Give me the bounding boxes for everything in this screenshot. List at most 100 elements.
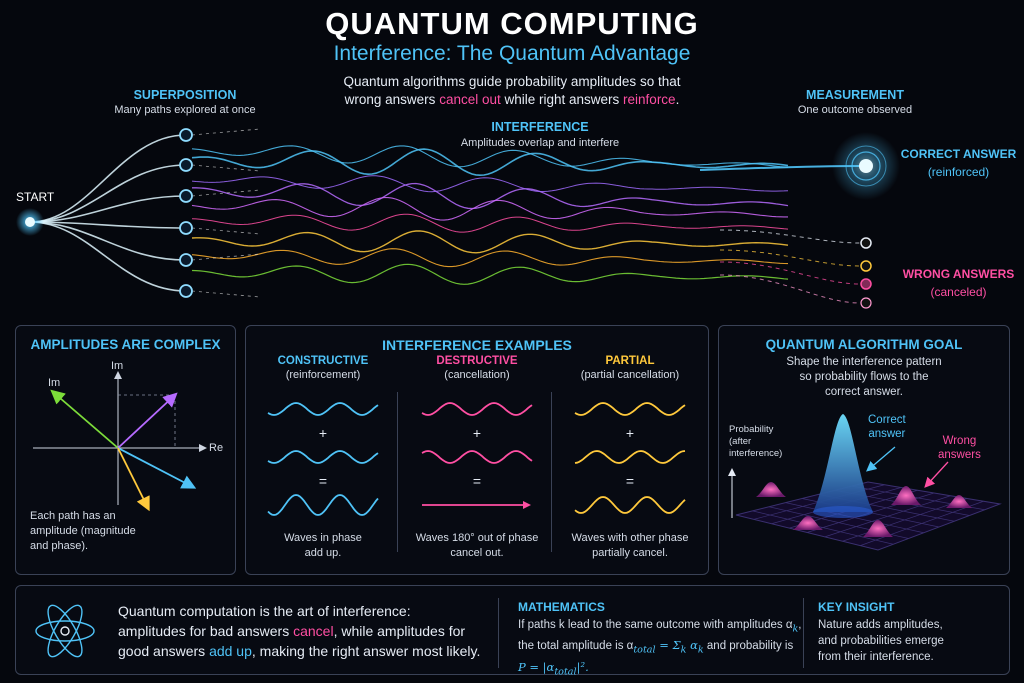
example-caption: partially cancel. — [592, 547, 668, 559]
wave-line — [421, 402, 533, 416]
interference-subtitle: Amplitudes overlap and interfere — [460, 137, 620, 149]
algorithm-goal-title: QUANTUM ALGORITHM GOAL — [765, 337, 963, 352]
grid-line — [860, 500, 984, 546]
correct-answer-node — [832, 132, 900, 200]
start-label: START — [16, 190, 55, 204]
key-insight-title: KEY INSIGHT — [818, 600, 895, 614]
algorithm-goal-description: Shape the interference pattern so probab… — [718, 355, 1010, 400]
arrow-head — [523, 501, 531, 509]
input-wave-2 — [267, 450, 379, 464]
amplitude-vector-purple — [117, 392, 178, 449]
plus-sign: + — [318, 425, 328, 441]
correct-answer-ring — [845, 145, 887, 187]
im-axis-label-top: Im — [111, 360, 124, 372]
correct-answer-peak — [813, 414, 873, 512]
mathematics-text: If paths k lead to the same outcome with… — [518, 617, 802, 680]
quote-part: , while amplitudes for — [333, 623, 466, 639]
label-line: (after — [729, 436, 752, 447]
math-line: If paths k lead to the same outcome with… — [518, 619, 802, 635]
superposition-node — [179, 284, 193, 298]
superposition-node — [179, 189, 193, 203]
intro-text: Quantum algorithms guide probability amp… — [300, 73, 724, 109]
amplitude-vector-blue — [117, 447, 197, 489]
result-wave — [267, 494, 379, 516]
math-subscript: k — [792, 623, 799, 635]
grid-line — [824, 495, 951, 538]
wave-line — [421, 450, 533, 464]
column-divider — [551, 392, 552, 552]
im-axis-label-left: Im — [48, 377, 61, 389]
desc-line: Shape the interference pattern — [786, 356, 942, 368]
quote-part: , making the right answer most likely. — [251, 643, 481, 659]
quote-line: Quantum computation is the art of interf… — [118, 603, 411, 619]
desc-line: correct answer. — [825, 386, 903, 398]
wrong-answer-bump — [891, 486, 921, 505]
correct-answer-arrow — [866, 446, 896, 472]
insight-line: from their interference. — [818, 651, 934, 663]
superposition-node — [179, 253, 193, 267]
amplitudes-title: AMPLITUDES ARE COMPLEX — [30, 337, 221, 352]
interference-wave — [191, 197, 788, 221]
interference-wave — [192, 182, 789, 210]
cancel-highlight: cancel — [293, 623, 334, 639]
interference-wave — [191, 145, 789, 169]
wrong-answer-bump — [863, 520, 893, 537]
superposition-node — [179, 128, 193, 142]
intro-text-part: . — [675, 92, 680, 107]
intro-text-part: while right answers — [500, 92, 624, 107]
wrong-answer-node — [860, 260, 872, 272]
math-line: P = |αtotal|². — [518, 659, 802, 680]
math-subscript: total — [554, 665, 577, 677]
caption-line: and phase). — [30, 540, 89, 552]
page-title: QUANTUM COMPUTING — [325, 6, 699, 41]
math-subscript: k — [697, 644, 704, 656]
label-line: answer — [868, 428, 906, 440]
atom-nucleus — [60, 626, 70, 636]
wave-line — [267, 494, 379, 516]
wrong-answer-bump — [793, 516, 823, 530]
label-line: Correct — [868, 414, 906, 426]
superposition-connector — [191, 253, 261, 261]
footer-quote: Quantum computation is the art of interf… — [118, 601, 480, 661]
wrong-answer-dashed-path — [719, 229, 861, 244]
correct-answer-subtitle: (reinforced) — [927, 165, 990, 179]
insight-line: Nature adds amplitudes, — [818, 619, 943, 631]
measurement-subtitle: One outcome observed — [797, 104, 913, 116]
wrong-answer-node — [860, 278, 872, 290]
correct-answer-ring — [851, 151, 881, 181]
interference-title: INTERFERENCE — [491, 120, 589, 134]
quote-line: amplitudes for bad answers cancel, while… — [118, 621, 480, 641]
peak-base — [813, 506, 873, 518]
label-line: Probability — [729, 424, 774, 435]
superposition-connector — [191, 189, 261, 197]
footer-panel — [15, 585, 1010, 675]
superposition-path — [29, 134, 187, 223]
superposition-connector — [191, 128, 261, 136]
superposition-path — [29, 195, 187, 223]
input-wave-1 — [574, 402, 686, 416]
interference-wave — [191, 263, 789, 285]
wrong-answer-dashed-path — [719, 261, 861, 285]
superposition-node — [179, 221, 193, 235]
column-divider — [397, 392, 398, 552]
reinforce-highlight: reinforce — [623, 92, 676, 107]
superposition-path — [29, 221, 187, 261]
amplitudes-caption: Each path has an amplitude (magnitude an… — [30, 509, 136, 554]
wave-line — [574, 450, 686, 464]
equals-sign: = — [318, 473, 328, 489]
plus-sign: + — [472, 425, 482, 441]
superposition-path — [29, 221, 187, 229]
insight-line: and probabilities emerge — [818, 635, 944, 647]
superposition-connector — [191, 290, 261, 298]
atom-orbit — [35, 620, 95, 642]
example-subtitle: (reinforcement) — [285, 369, 361, 381]
footer-divider — [498, 598, 499, 668]
correct-answer-dot — [859, 159, 873, 173]
math-part: the total amplitude is α — [518, 640, 634, 653]
label-line: answers — [938, 449, 981, 461]
caption-line: Each path has an — [30, 510, 116, 522]
cancel-out-highlight: cancel out — [439, 92, 501, 107]
complex-plane-diagram — [33, 371, 207, 512]
superposition-path — [29, 221, 187, 292]
measurement-title: MEASUREMENT — [806, 88, 904, 102]
